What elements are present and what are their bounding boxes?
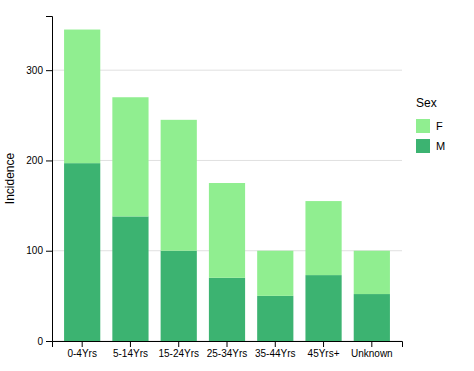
- tick-label: 45Yrs+: [308, 348, 340, 359]
- tick-mark: [46, 70, 52, 71]
- legend-swatch: [416, 139, 430, 153]
- tick: Unknown: [351, 341, 393, 359]
- tick-mark: [371, 341, 372, 347]
- tick-mark: [323, 341, 324, 347]
- tick: 300: [26, 65, 52, 76]
- bar: [209, 278, 245, 341]
- tick-label: 100: [26, 245, 43, 256]
- tick-mark: [130, 341, 131, 347]
- y-axis: 0 100 200 300: [26, 17, 52, 347]
- chart: 0-4Yrs 5-14Yrs 15-24Yrs 25-34Yrs 35-44Yrs 45Y…: [0, 0, 474, 371]
- series: [64, 30, 390, 296]
- axis-line: [46, 17, 53, 342]
- legend-title: Sex: [416, 96, 437, 110]
- bar: [209, 183, 245, 278]
- tick-label: 15-24Yrs: [158, 348, 199, 359]
- bar: [257, 251, 293, 296]
- bar: [354, 251, 390, 294]
- tick-label: 0: [37, 336, 43, 347]
- legend-label: M: [436, 140, 445, 152]
- tick: 5-14Yrs: [113, 341, 148, 359]
- tick-label: 0-4Yrs: [67, 348, 96, 359]
- tick: 25-34Yrs: [207, 341, 248, 359]
- plot: 0-4Yrs 5-14Yrs 15-24Yrs 25-34Yrs 35-44Yrs 45Y…: [26, 17, 402, 360]
- bar: [305, 201, 341, 275]
- tick-label: 5-14Yrs: [113, 348, 148, 359]
- tick: 200: [26, 155, 52, 166]
- tick-label: 25-34Yrs: [207, 348, 248, 359]
- bar: [257, 296, 293, 341]
- legend-item: M: [416, 139, 445, 153]
- tick: 0-4Yrs: [67, 341, 96, 359]
- axis-line: [53, 342, 403, 348]
- axis-title: Incidence: [3, 152, 17, 204]
- tick: 100: [26, 245, 52, 256]
- bar: [64, 163, 100, 341]
- bars: [64, 30, 390, 341]
- bar: [305, 275, 341, 341]
- tick: 35-44Yrs: [255, 341, 296, 359]
- legend: Sex FM: [416, 96, 445, 153]
- bar: [64, 30, 100, 164]
- tick-mark: [227, 341, 228, 347]
- tick-label: 35-44Yrs: [255, 348, 296, 359]
- grid-line: [52, 160, 402, 161]
- bar: [161, 251, 197, 341]
- bar: [354, 294, 390, 341]
- legend-swatch: [416, 119, 430, 133]
- bar: [161, 120, 197, 251]
- tick-mark: [46, 341, 52, 342]
- legend-item: F: [416, 119, 443, 133]
- tick: 0: [37, 336, 52, 347]
- grid-line: [52, 70, 402, 71]
- bar: [112, 97, 148, 216]
- bar: [112, 216, 148, 341]
- tick: 15-24Yrs: [158, 341, 199, 359]
- tick-label: 300: [26, 65, 43, 76]
- tick-label: 200: [26, 155, 43, 166]
- tick-mark: [46, 251, 52, 252]
- tick-mark: [46, 160, 52, 161]
- tick-label: Unknown: [351, 348, 393, 359]
- grid: [52, 70, 402, 341]
- legend-label: F: [436, 120, 443, 132]
- tick-mark: [178, 341, 179, 347]
- tick: 45Yrs+: [308, 341, 340, 359]
- tick-mark: [275, 341, 276, 347]
- x-axis: 0-4Yrs 5-14Yrs 15-24Yrs 25-34Yrs 35-44Yrs 45Y…: [53, 341, 403, 359]
- tick-mark: [82, 341, 83, 347]
